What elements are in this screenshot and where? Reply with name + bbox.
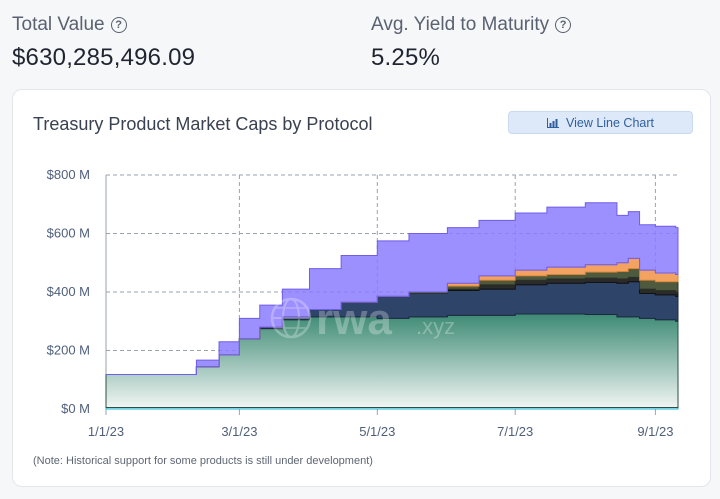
y-tick-label: $0 M [61,401,90,416]
series-purple-area [106,202,679,375]
x-tick-label: 7/1/23 [497,424,533,439]
watermark-suffix: .xyz [416,314,455,339]
y-tick-label: $200 M [47,343,90,358]
avg-ytm-metric: Avg. Yield to Maturity ? 5.25% [371,12,572,72]
y-tick-label: $400 M [47,284,90,299]
x-tick-label: 9/1/23 [637,424,673,439]
y-tick-label: $600 M [47,226,90,241]
question-circle-icon[interactable]: ? [555,17,572,33]
x-tick-label: 3/1/23 [221,424,257,439]
y-tick-label: $800 M [47,167,90,182]
chart-note: (Note: Historical support for some produ… [33,455,373,467]
x-tick-label: 1/1/23 [88,424,124,439]
total-value-amount: $630,285,496.09 [12,44,196,71]
avg-ytm-label-row: Avg. Yield to Maturity ? [371,12,572,38]
view-line-chart-label: View Line Chart [565,115,654,130]
avg-ytm-value: 5.25% [371,44,441,71]
chart-title: Treasury Product Market Caps by Protocol [33,114,373,134]
watermark-text: rwa [316,295,392,344]
question-circle-icon[interactable]: ? [110,17,127,33]
globe-icon [270,297,312,339]
total-value-label-row: Total Value ? [12,12,195,38]
avg-ytm-label: Avg. Yield to Maturity [371,14,550,35]
total-value-label: Total Value [12,14,105,35]
total-value-metric: Total Value ? $630,285,496.09 [12,12,195,72]
view-line-chart-button[interactable]: View Line Chart [508,111,693,134]
x-tick-label: 5/1/23 [359,424,395,439]
bar-chart-icon [546,117,559,128]
series-green-area [105,313,679,409]
